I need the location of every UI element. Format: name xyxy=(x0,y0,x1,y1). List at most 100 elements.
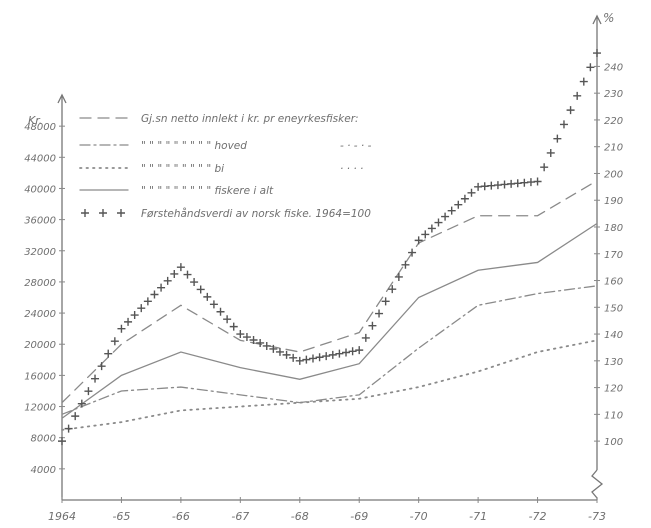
right-tick-label: 120 xyxy=(604,384,623,395)
series-4-point xyxy=(348,347,357,356)
series-4-point xyxy=(361,333,370,342)
series-4-point xyxy=(295,356,304,365)
series-4-point xyxy=(533,177,542,186)
x-tick-label: -65 xyxy=(112,510,130,523)
series-4-point xyxy=(269,344,278,353)
series-4-point xyxy=(302,355,311,364)
left-tick-label: 36000 xyxy=(24,216,56,227)
series-4-point xyxy=(84,387,93,396)
series-4-point xyxy=(196,285,205,294)
series-4-point xyxy=(540,163,549,172)
series-4-point xyxy=(322,352,331,361)
series-4-point xyxy=(546,148,555,157)
legend-label: Førstehåndsverdi av norsk fiske. 1964=10… xyxy=(141,207,371,220)
series-4-point xyxy=(249,336,258,345)
series-4-point xyxy=(216,307,225,316)
series-4-point xyxy=(282,350,291,359)
x-tick-label: -70 xyxy=(410,510,428,523)
legend-label: " " " " " " " " " hoved xyxy=(141,140,247,152)
series-4-point xyxy=(170,269,179,278)
series-4-point xyxy=(586,63,595,72)
series-4-point xyxy=(203,292,212,301)
legend-symbol-plus xyxy=(81,209,89,217)
series-4-point xyxy=(209,300,218,309)
series-4-point xyxy=(355,346,364,355)
series-3-line xyxy=(61,222,598,419)
series-4-point xyxy=(256,338,265,347)
legend-symbol-plus xyxy=(117,209,125,217)
series-4-point xyxy=(427,224,436,233)
series-4-point xyxy=(190,278,199,287)
legend-item-0: Gj.sn netto innlekt i kr. pr eneyrkesfis… xyxy=(79,113,359,125)
right-tick-label: 100 xyxy=(604,437,623,448)
x-tick-label: -69 xyxy=(350,510,368,523)
left-tick-label: 48000 xyxy=(24,122,56,133)
series-4-point xyxy=(143,297,152,306)
left-tick-label: 12000 xyxy=(24,403,56,414)
tick-labels: Kr.% 4000 8000 12000 16000 20000 24000 28000 320… xyxy=(24,11,623,523)
series-4-point xyxy=(124,317,133,326)
series-4-point xyxy=(137,304,146,313)
series-4-point xyxy=(157,283,166,292)
series-4-point xyxy=(559,120,568,129)
left-tick-label: 4000 xyxy=(31,465,56,476)
right-tick-label: 220 xyxy=(604,116,623,127)
x-tick-label: -73 xyxy=(588,510,606,523)
right-tick-label: 240 xyxy=(604,62,623,73)
series-4-point xyxy=(150,290,159,299)
series-4-point xyxy=(454,200,463,209)
series-2-line xyxy=(61,339,598,431)
left-tick-label: 8000 xyxy=(31,434,56,445)
left-tick-label: 44000 xyxy=(24,153,56,164)
left-axis-label: Kr. xyxy=(28,114,42,127)
series-4-point xyxy=(381,297,390,306)
series-1-line xyxy=(61,285,598,415)
left-tick-label: 24000 xyxy=(24,309,56,320)
right-axis-break xyxy=(591,469,604,500)
right-tick-label: 170 xyxy=(604,250,623,261)
series-4-point xyxy=(163,276,172,285)
series-4-point xyxy=(183,270,192,279)
right-axis-label: % xyxy=(603,11,614,25)
legend-symbol-plus xyxy=(99,209,107,217)
x-tick-label: -72 xyxy=(529,510,547,523)
legend-item-1: " " " " " " " " " hoved - · - · - xyxy=(79,140,372,152)
series-0-line xyxy=(61,180,598,404)
series-4-point xyxy=(460,194,469,203)
left-tick-label: 40000 xyxy=(24,184,56,195)
right-tick-label: 190 xyxy=(604,196,623,207)
left-tick-label: 32000 xyxy=(24,247,56,258)
series-4-point xyxy=(434,218,443,227)
x-tick-label: -66 xyxy=(172,510,190,523)
legend-item-2: " " " " " " " " " bi · · · · xyxy=(79,163,363,175)
series-4-point xyxy=(441,212,450,221)
series-4-point xyxy=(421,230,430,239)
series-4-point xyxy=(447,206,456,215)
series-4-point xyxy=(64,424,73,433)
right-tick-label: 110 xyxy=(604,410,623,421)
series-4-point xyxy=(328,350,337,359)
x-tick-label: 1964 xyxy=(48,510,76,523)
series-4-point xyxy=(110,337,119,346)
series-4-point xyxy=(342,348,351,357)
legend-item-3: " " " " " " " " " fiskere i alt xyxy=(79,185,274,197)
series-4-point xyxy=(593,49,601,58)
legend-label: Gj.sn netto innlekt i kr. pr eneyrkesfis… xyxy=(141,113,359,125)
right-tick-label: 160 xyxy=(604,277,623,288)
series-4-point xyxy=(229,322,238,331)
series-4-point xyxy=(223,315,232,324)
left-tick-label: 28000 xyxy=(24,278,56,289)
right-tick-label: 150 xyxy=(604,303,623,314)
series-4-point xyxy=(553,134,562,143)
series-group xyxy=(58,49,601,446)
left-tick-label: 16000 xyxy=(24,371,56,382)
right-axis-arrow xyxy=(592,14,602,25)
series-4-point xyxy=(58,437,66,446)
series-4-point xyxy=(289,353,298,362)
series-4-point xyxy=(315,353,324,362)
series-4-point xyxy=(308,354,317,363)
series-4-point xyxy=(275,347,284,356)
series-4-point xyxy=(71,412,80,421)
right-tick-label: 130 xyxy=(604,357,623,368)
legend: Gj.sn netto innlekt i kr. pr eneyrkesfis… xyxy=(79,113,372,220)
